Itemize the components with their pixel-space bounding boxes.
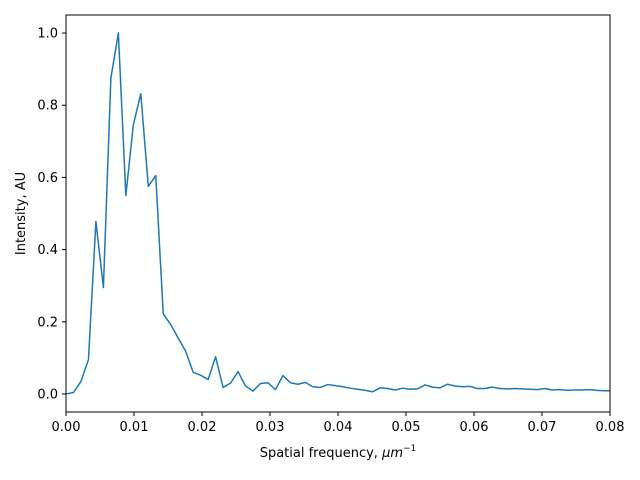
x-axis-label-unit: μm [381, 446, 403, 461]
x-axis-label-text: Spatial frequency, [260, 446, 382, 461]
y-tick-label: 0.6 [37, 171, 58, 186]
y-tick-label: 0.2 [37, 315, 58, 330]
x-tick-label: 0.04 [324, 420, 353, 435]
y-axis-ticks: 0.0 0.2 0.4 0.6 0.8 1.0 [37, 27, 66, 402]
series-layer [65, 32, 610, 395]
y-axis-label: Intensity, AU [14, 172, 29, 255]
x-tick-label: 0.01 [120, 420, 149, 435]
y-tick-label: 1.0 [37, 27, 58, 42]
x-tick-label: 0.00 [52, 420, 81, 435]
x-axis-ticks: 0.00 0.01 0.02 0.03 0.04 0.05 0.06 0.07 0.08 [52, 412, 625, 435]
x-tick-label: 0.07 [528, 420, 557, 435]
x-tick-label: 0.03 [256, 420, 285, 435]
x-tick-label: 0.06 [460, 420, 489, 435]
x-tick-label: 0.02 [188, 420, 217, 435]
x-tick-label: 0.08 [596, 420, 625, 435]
y-tick-label: 0.0 [37, 387, 58, 402]
y-tick-label: 0.8 [37, 99, 58, 114]
y-tick-label: 0.4 [37, 243, 58, 258]
x-axis-label-unit-exponent: −1 [403, 444, 416, 454]
x-axis-label: Spatial frequency, μm−1 [260, 444, 417, 461]
series-line-0 [65, 32, 610, 395]
x-tick-label: 0.05 [392, 420, 421, 435]
